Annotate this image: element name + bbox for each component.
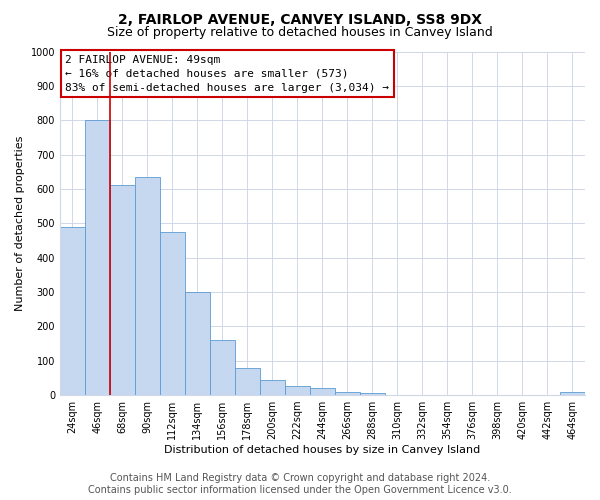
Y-axis label: Number of detached properties: Number of detached properties: [15, 136, 25, 311]
Text: Size of property relative to detached houses in Canvey Island: Size of property relative to detached ho…: [107, 26, 493, 39]
Text: 2 FAIRLOP AVENUE: 49sqm
← 16% of detached houses are smaller (573)
83% of semi-d: 2 FAIRLOP AVENUE: 49sqm ← 16% of detache…: [65, 55, 389, 93]
Text: Contains HM Land Registry data © Crown copyright and database right 2024.
Contai: Contains HM Land Registry data © Crown c…: [88, 474, 512, 495]
Bar: [85, 120, 110, 395]
Bar: [360, 394, 385, 395]
Bar: [210, 340, 235, 395]
Bar: [310, 388, 335, 395]
X-axis label: Distribution of detached houses by size in Canvey Island: Distribution of detached houses by size …: [164, 445, 481, 455]
Bar: [560, 392, 585, 395]
Bar: [110, 186, 135, 395]
Bar: [160, 232, 185, 395]
Bar: [135, 177, 160, 395]
Bar: [285, 386, 310, 395]
Bar: [335, 392, 360, 395]
Bar: [60, 226, 85, 395]
Bar: [185, 292, 210, 395]
Text: 2, FAIRLOP AVENUE, CANVEY ISLAND, SS8 9DX: 2, FAIRLOP AVENUE, CANVEY ISLAND, SS8 9D…: [118, 12, 482, 26]
Bar: [260, 380, 285, 395]
Bar: [235, 368, 260, 395]
